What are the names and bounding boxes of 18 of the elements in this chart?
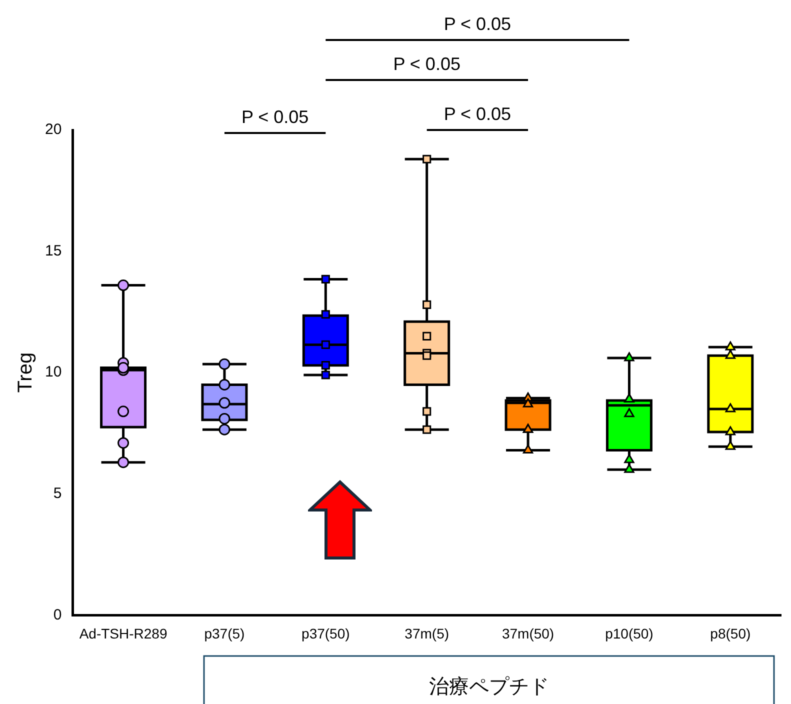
y-tick-label: 0 <box>53 606 62 624</box>
x-tick-label: 37m(50) <box>502 625 554 642</box>
y-axis-title: Treg <box>14 352 37 393</box>
x-tick-label: 37m(5) <box>404 625 450 642</box>
text: 治療ペプチド <box>429 674 549 698</box>
text: P < 0.05 <box>241 106 309 127</box>
y-tick-label: 15 <box>44 242 62 260</box>
text: P < 0.05 <box>393 54 460 74</box>
text: P < 0.05 <box>444 14 512 34</box>
y-tick-label: 20 <box>44 121 62 138</box>
x-tick-label: p10(50) <box>605 625 654 642</box>
y-tick-label: 5 <box>53 485 62 502</box>
x-tick-label: p8(50) <box>710 625 751 642</box>
y-tick-label: 10 <box>44 364 62 381</box>
x-tick-label: Ad-TSH-R289 <box>79 625 168 642</box>
x-tick-label: p37(50) <box>302 625 350 642</box>
x-tick-label: p37(5) <box>204 625 245 642</box>
text: P < 0.05 <box>444 104 512 124</box>
